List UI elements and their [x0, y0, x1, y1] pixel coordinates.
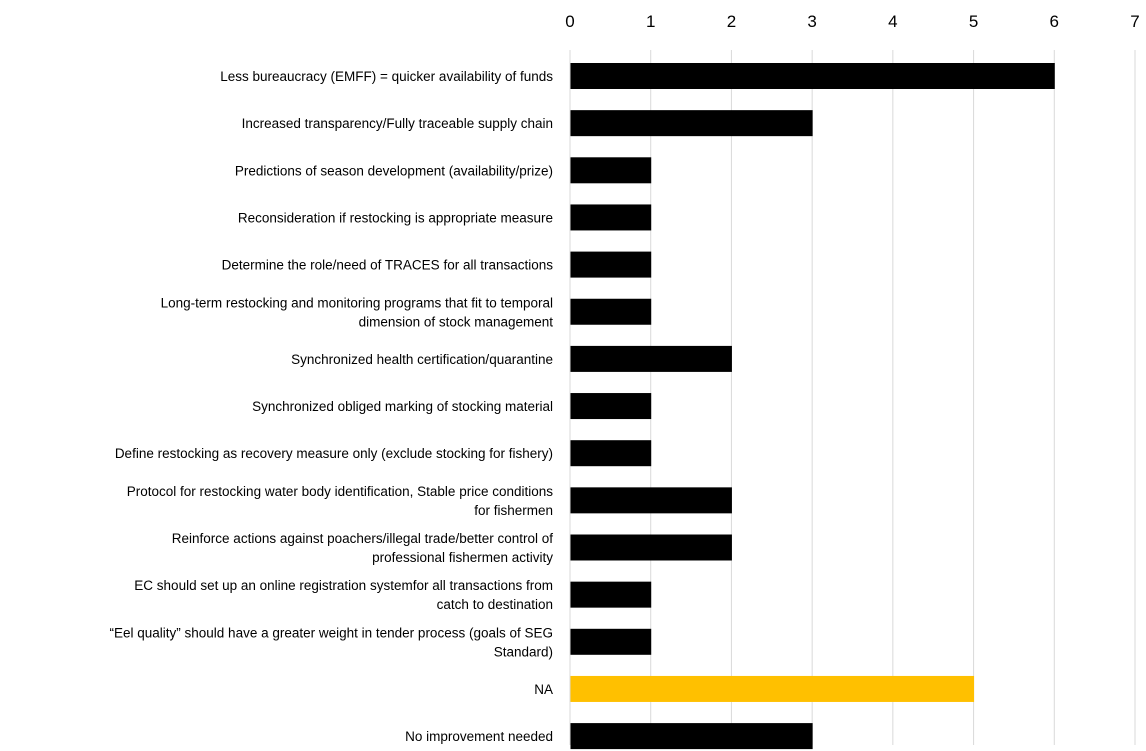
- bar: [570, 345, 732, 372]
- x-tick-label: 3: [807, 12, 816, 31]
- bar: [570, 534, 732, 561]
- category-label: NA: [534, 682, 553, 697]
- x-tick-label: 2: [727, 12, 736, 31]
- x-tick-label: 1: [646, 12, 655, 31]
- category-label: Reinforce actions against poachers/illeg…: [172, 531, 553, 546]
- bar: [570, 723, 813, 750]
- category-label: Determine the role/need of TRACES for al…: [222, 258, 554, 273]
- category-label: “Eel quality” should have a greater weig…: [110, 625, 554, 640]
- category-label: Less bureaucracy (EMFF) = quicker availa…: [220, 69, 553, 84]
- category-labels: Less bureaucracy (EMFF) = quicker availa…: [110, 69, 554, 744]
- bars: [570, 63, 1055, 750]
- category-label: Define restocking as recovery measure on…: [115, 446, 553, 461]
- bar: [570, 440, 652, 467]
- x-axis-ticks: 0 1 2 3 4 5 6 7: [565, 12, 1139, 31]
- category-label: Standard): [494, 644, 553, 659]
- bar: [570, 63, 1055, 89]
- bar: [570, 157, 652, 184]
- bar: [570, 110, 813, 137]
- gridlines: [569, 50, 1136, 745]
- category-label: for fishermen: [474, 503, 553, 518]
- bar: [570, 204, 652, 231]
- bar: [570, 298, 652, 325]
- bar: [570, 675, 975, 702]
- category-label: No improvement needed: [405, 729, 553, 744]
- bar: [570, 251, 652, 278]
- x-tick-label: 0: [565, 12, 574, 31]
- category-label: Long-term restocking and monitoring prog…: [161, 295, 553, 310]
- bar: [570, 487, 732, 514]
- bar: [570, 393, 652, 420]
- category-label: dimension of stock management: [359, 314, 554, 329]
- x-tick-label: 4: [888, 12, 897, 31]
- category-label: Synchronized obliged marking of stocking…: [252, 399, 553, 414]
- category-label: Predictions of season development (avail…: [235, 163, 553, 178]
- category-label: Synchronized health certification/quaran…: [291, 352, 553, 367]
- category-label: Increased transparency/Fully traceable s…: [242, 116, 553, 131]
- category-label: Reconsideration if restocking is appropr…: [238, 210, 553, 225]
- x-tick-label: 7: [1130, 12, 1139, 31]
- category-label: Protocol for restocking water body ident…: [127, 484, 553, 499]
- category-label: professional fishermen activity: [372, 550, 553, 565]
- bar: [570, 628, 652, 655]
- category-label: catch to destination: [437, 597, 553, 612]
- bar: [570, 581, 652, 608]
- x-tick-label: 6: [1050, 12, 1059, 31]
- category-label: EC should set up an online registration …: [134, 578, 553, 593]
- x-tick-label: 5: [969, 12, 978, 31]
